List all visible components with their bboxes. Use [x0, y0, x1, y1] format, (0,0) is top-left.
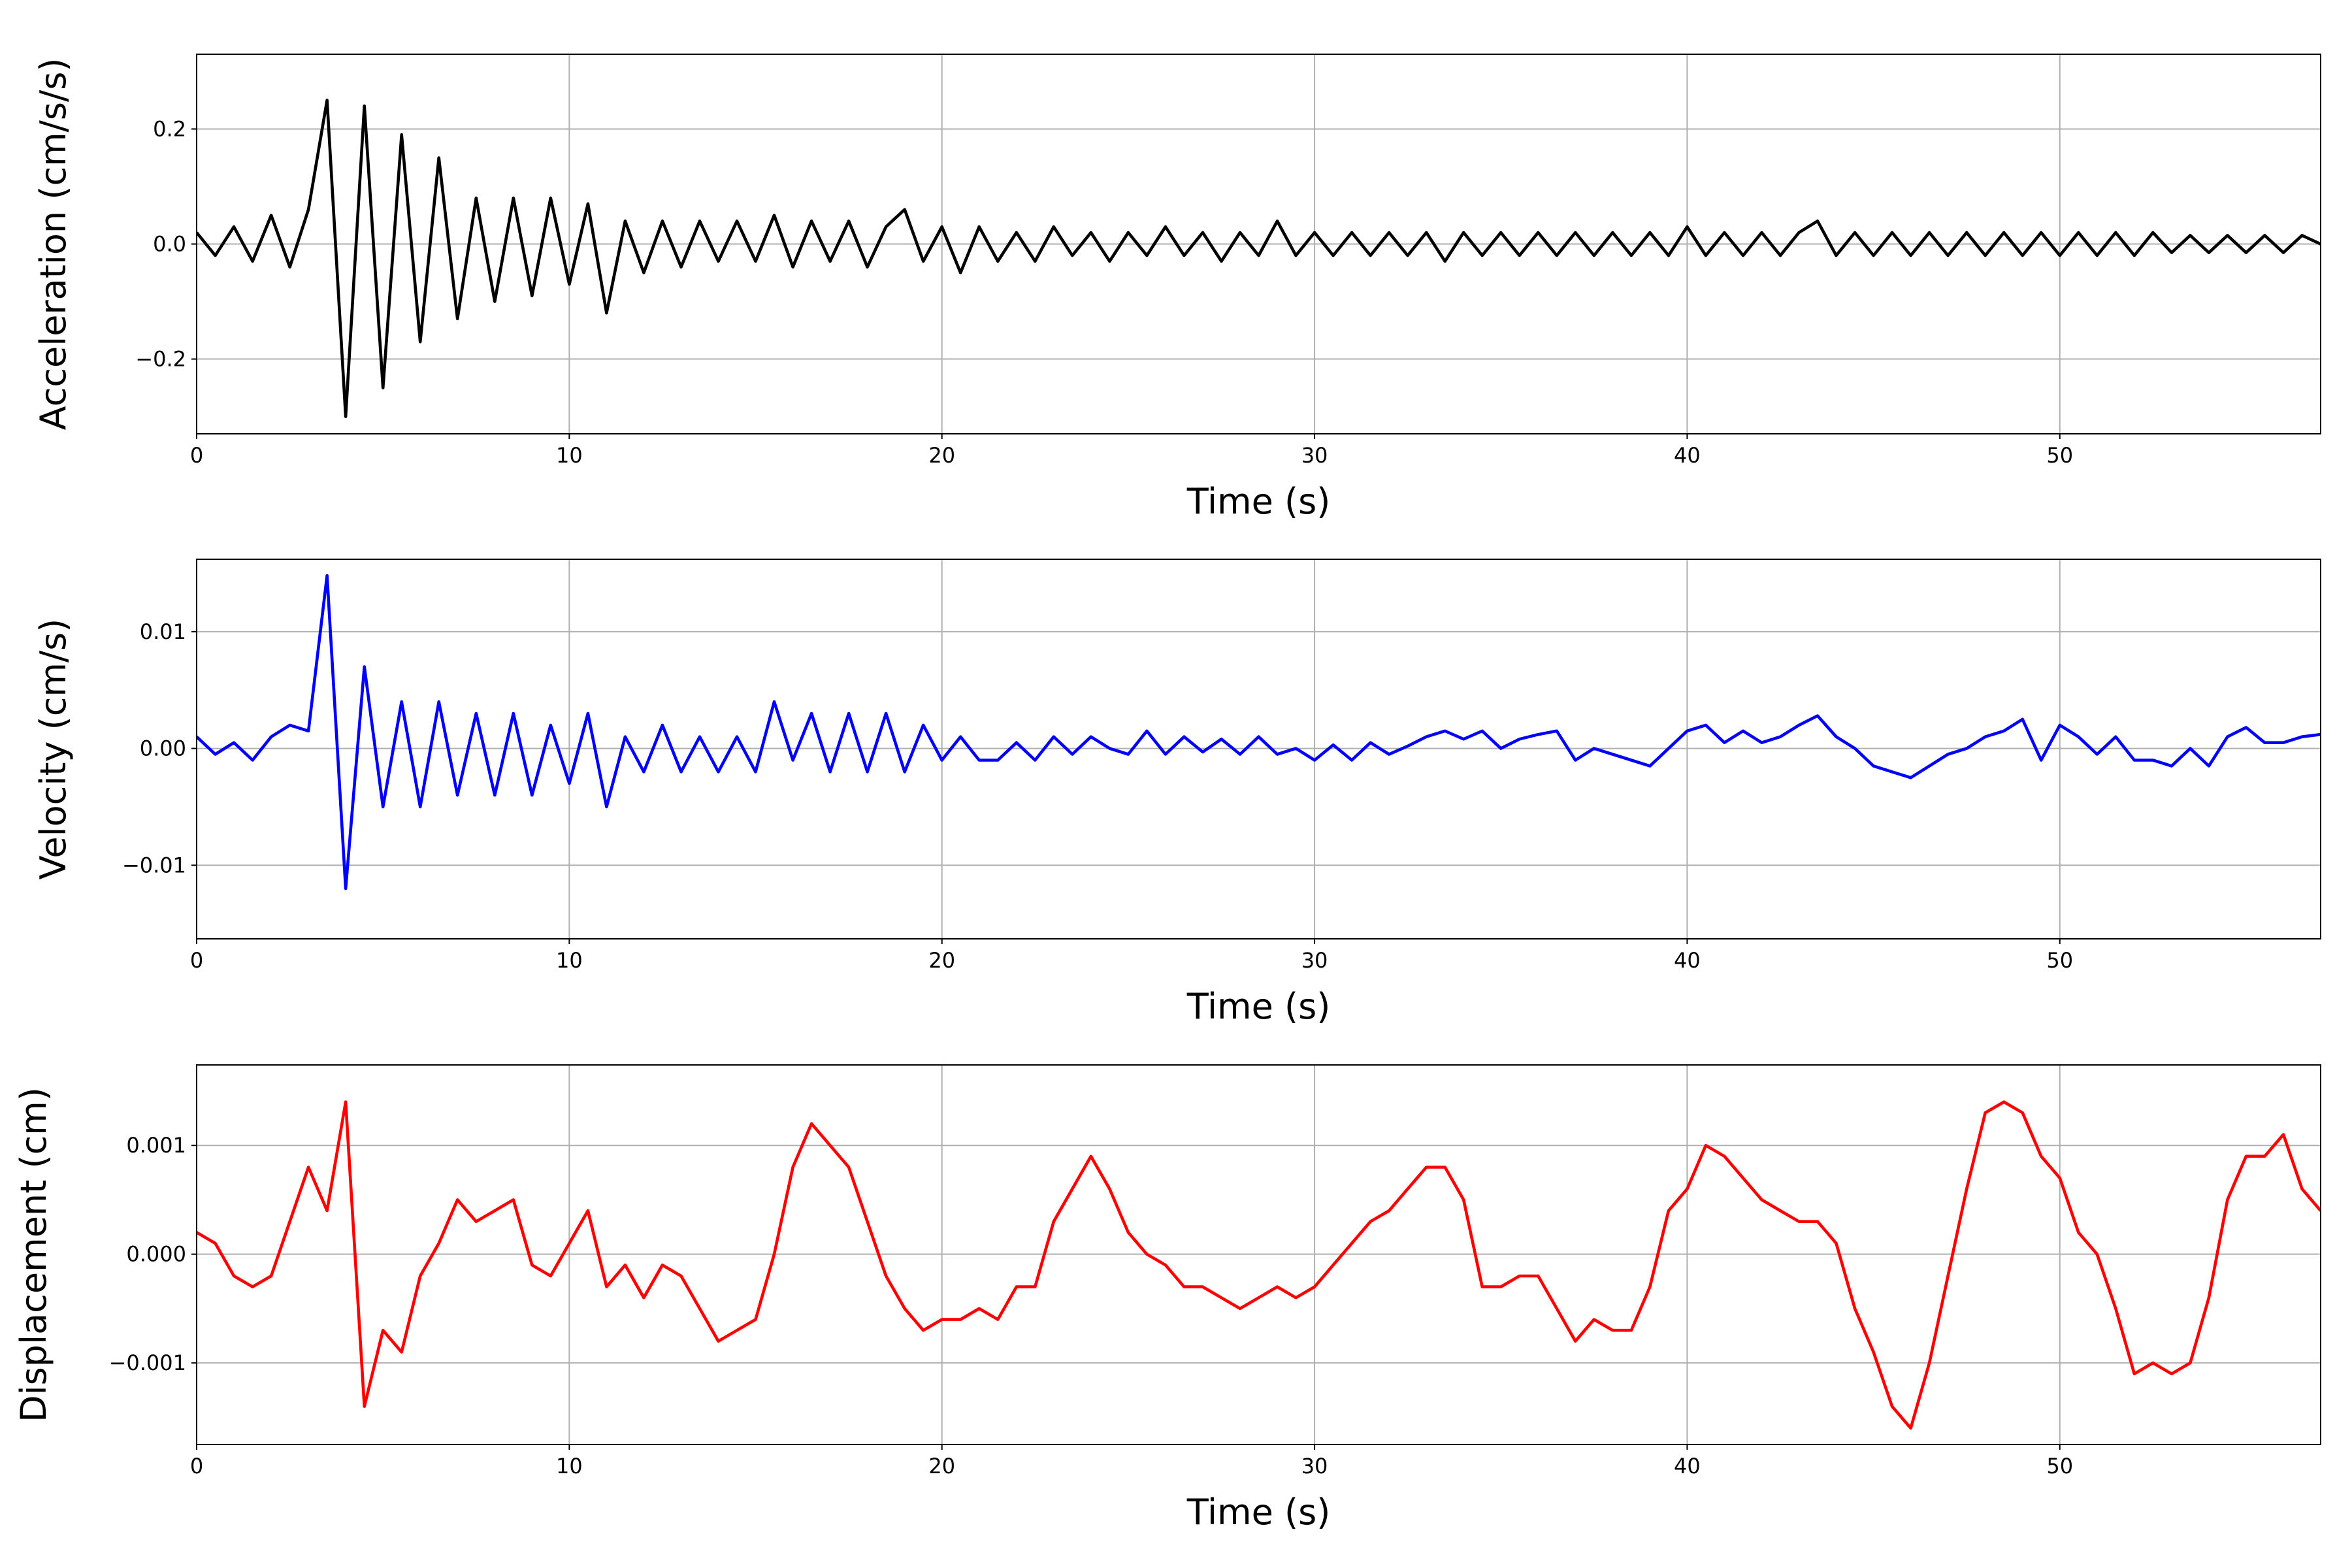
- axes-frame: [196, 559, 2321, 939]
- x-axis-label: Time (s): [1186, 1492, 1331, 1533]
- data-line: [197, 574, 2321, 890]
- y-tick-label: 0.0: [153, 232, 186, 257]
- subplot: 0 10 20 30 40 50 −0.001 0.000 0.001 Time (s) Displ…: [13, 1064, 2321, 1533]
- y-tick-label: 0.00: [140, 736, 186, 761]
- subplot: 0 10 20 30 40 50 −0.2 0.0 0.2 Time (s) Acceleratio…: [33, 54, 2321, 522]
- data-line: [197, 1100, 2321, 1430]
- x-tick-label: 40: [1674, 1454, 1701, 1478]
- x-tick-label: 0: [190, 948, 203, 973]
- x-tick-label: 30: [1301, 948, 1328, 973]
- x-tick-label: 40: [1674, 948, 1701, 973]
- x-tick-label: 50: [2046, 948, 2073, 973]
- x-tick-label: 20: [928, 1454, 955, 1478]
- y-axis-label: Displacement (cm): [13, 1087, 54, 1422]
- x-tick-label: 20: [928, 443, 955, 468]
- axes-frame: [196, 54, 2321, 434]
- subplot: 0 10 20 30 40 50 −0.01 0.00 0.01 Time (s) Velocity…: [33, 559, 2321, 1027]
- x-tick-label: 20: [928, 948, 955, 973]
- y-tick-label: −0.001: [109, 1350, 186, 1375]
- x-tick-label: 0: [190, 1454, 203, 1478]
- axes-frame: [196, 1064, 2321, 1445]
- x-axis-label: Time (s): [1186, 481, 1331, 522]
- y-tick-label: 0.01: [140, 619, 186, 644]
- y-axis-label: Velocity (cm/s): [33, 619, 74, 880]
- x-tick-label: 50: [2046, 1454, 2073, 1478]
- x-tick-label: 40: [1674, 443, 1701, 468]
- data-line: [197, 99, 2321, 418]
- x-tick-label: 30: [1301, 443, 1328, 468]
- x-tick-label: 10: [556, 948, 583, 973]
- x-tick-label: 10: [556, 443, 583, 468]
- x-tick-label: 10: [556, 1454, 583, 1478]
- x-axis-label: Time (s): [1186, 986, 1331, 1027]
- y-tick-label: −0.01: [122, 853, 186, 877]
- y-tick-label: 0.2: [153, 116, 186, 141]
- x-tick-label: 50: [2046, 443, 2073, 468]
- y-tick-label: −0.2: [135, 347, 186, 372]
- x-tick-label: 30: [1301, 1454, 1328, 1478]
- x-tick-label: 0: [190, 443, 203, 468]
- y-tick-label: 0.001: [126, 1133, 186, 1158]
- y-axis-label: Acceleration (cm/s/s): [33, 58, 74, 431]
- y-tick-label: 0.000: [126, 1242, 186, 1267]
